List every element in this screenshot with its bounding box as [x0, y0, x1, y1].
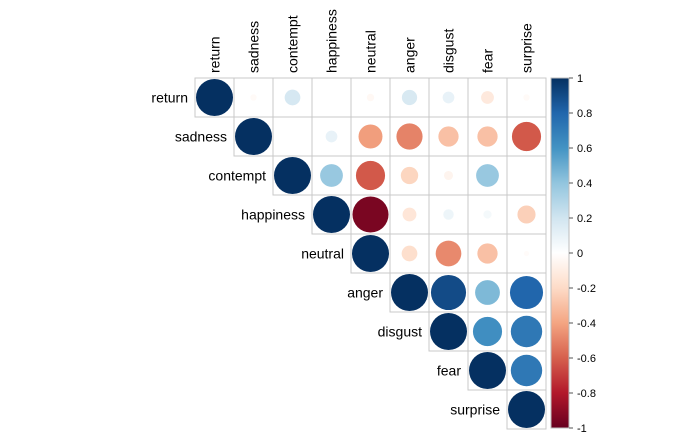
- cell-return-happiness: [311, 77, 352, 118]
- colorbar-tick-label: 0: [577, 248, 583, 260]
- corr-circle-return-sadness: [250, 94, 257, 101]
- col-label-happiness: happiness: [324, 9, 340, 73]
- corr-circle-return-disgust: [442, 91, 455, 104]
- colorbar-tick-label: 0.6: [577, 143, 592, 155]
- corr-circle-fear-fear: [469, 352, 506, 389]
- colorbar-tick-label: -1: [577, 423, 587, 435]
- row-label-return: return: [151, 90, 188, 106]
- corr-circle-happiness-anger: [402, 207, 417, 222]
- corr-circle-anger-anger: [391, 274, 428, 311]
- col-label-neutral: neutral: [363, 30, 379, 73]
- colorbar-tick-label: -0.4: [577, 318, 596, 330]
- corr-circle-neutral-fear: [477, 243, 498, 264]
- colorbar-tick-label: 0.2: [577, 213, 592, 225]
- corr-circle-anger-fear: [475, 280, 500, 305]
- corr-circle-sadness-fear: [477, 126, 498, 147]
- corr-circle-anger-surprise: [509, 275, 544, 310]
- row-label-anger: anger: [347, 285, 383, 301]
- corr-circle-sadness-sadness: [235, 118, 272, 155]
- corr-circle-return-anger: [401, 89, 418, 106]
- corr-circle-contempt-neutral: [355, 160, 386, 191]
- corr-circle-neutral-anger: [401, 245, 418, 262]
- corr-circle-happiness-neutral: [352, 196, 389, 233]
- corr-circle-neutral-neutral: [352, 235, 389, 272]
- corr-circle-return-return: [196, 79, 233, 116]
- cell-contempt-disgust: [428, 155, 469, 196]
- corr-circle-surprise-surprise: [508, 391, 545, 428]
- col-label-fear: fear: [480, 49, 496, 73]
- corr-circle-disgust-disgust: [430, 313, 467, 350]
- colorbar: 1 0.8 0.6 0.4 0.2 0 -0.2 -0.4 -0.6 -0.8 -1: [550, 73, 596, 435]
- corr-circle-happiness-fear: [483, 210, 492, 219]
- row-label-disgust: disgust: [378, 324, 422, 340]
- corr-circle-anger-disgust: [430, 274, 467, 311]
- row-labels: return sadness contempt happiness neutral ang…: [151, 90, 500, 418]
- correlation-circles: [196, 79, 545, 428]
- colorbar-tick-label: -0.8: [577, 388, 596, 400]
- column-labels: return sadness contempt happiness neutral ang…: [207, 9, 535, 73]
- corr-circle-sadness-disgust: [438, 126, 459, 147]
- corr-circle-neutral-surprise: [523, 250, 530, 257]
- corr-circle-contempt-disgust: [443, 170, 454, 181]
- row-label-sadness: sadness: [175, 129, 227, 145]
- col-label-surprise: surprise: [519, 23, 535, 73]
- corr-circle-happiness-happiness: [313, 196, 350, 233]
- colorbar-tick-label: 0.4: [577, 178, 592, 190]
- corr-circle-contempt-contempt: [274, 157, 311, 194]
- row-label-happiness: happiness: [241, 207, 305, 223]
- col-label-contempt: contempt: [285, 15, 301, 73]
- corr-circle-return-surprise: [523, 94, 530, 101]
- row-label-contempt: contempt: [208, 168, 266, 184]
- row-label-fear: fear: [437, 363, 461, 379]
- corr-circle-fear-surprise: [510, 354, 543, 387]
- corr-circle-sadness-anger: [396, 123, 423, 150]
- colorbar-tick-label: 1: [577, 73, 583, 85]
- corr-circle-sadness-happiness: [325, 130, 338, 143]
- corr-circle-contempt-anger: [400, 166, 419, 185]
- colorbar-tick-label: 0.8: [577, 108, 592, 120]
- col-label-anger: anger: [402, 37, 418, 73]
- corr-circle-disgust-surprise: [510, 315, 543, 348]
- col-label-disgust: disgust: [441, 29, 457, 73]
- corr-circle-happiness-disgust: [443, 209, 454, 220]
- corr-circle-return-neutral: [366, 93, 375, 102]
- corr-circle-happiness-surprise: [517, 205, 536, 224]
- corr-circle-neutral-disgust: [435, 240, 462, 267]
- colorbar-gradient: [550, 77, 570, 429]
- corr-circle-sadness-surprise: [511, 121, 542, 152]
- corr-circle-sadness-neutral: [358, 124, 383, 149]
- corr-circle-disgust-fear: [472, 316, 503, 347]
- corr-circle-return-contempt: [284, 89, 301, 106]
- colorbar-tick-label: -0.2: [577, 283, 596, 295]
- col-label-sadness: sadness: [246, 21, 262, 73]
- row-label-surprise: surprise: [450, 402, 500, 418]
- col-label-return: return: [207, 36, 223, 73]
- colorbar-tick-label: -0.6: [577, 353, 596, 365]
- cell-return-fear: [467, 77, 508, 118]
- corr-circle-contempt-happiness: [320, 164, 343, 187]
- cell-contempt-surprise: [506, 155, 547, 196]
- cell-sadness-contempt: [272, 116, 313, 157]
- corr-circle-contempt-fear: [476, 164, 499, 187]
- row-label-neutral: neutral: [301, 246, 344, 262]
- corr-circle-return-fear: [481, 91, 494, 104]
